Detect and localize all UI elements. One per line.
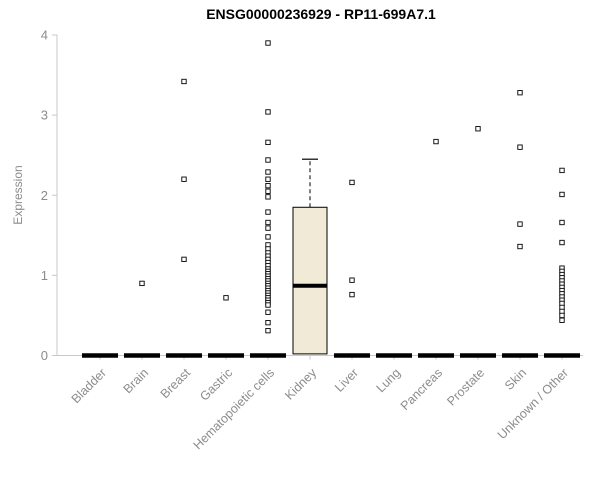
y-tick-label: 2: [41, 188, 48, 203]
outlier-point: [181, 176, 187, 182]
outlier-point: [517, 90, 523, 96]
y-tick-label: 0: [41, 348, 48, 363]
outlier-point: [265, 40, 271, 46]
x-tick-label: Kidney: [282, 365, 319, 402]
outlier-point: [559, 239, 565, 246]
x-tick-label: Prostate: [444, 366, 487, 409]
outlier-point: [265, 319, 271, 326]
outlier-point: [265, 182, 271, 189]
x-tick-label: Liver: [332, 366, 361, 395]
outlier-point: [349, 291, 355, 298]
outlier-point: [559, 312, 565, 319]
outlier-point: [265, 328, 271, 334]
outlier-point: [265, 139, 271, 146]
outlier-point: [139, 280, 145, 287]
iqr-box: [292, 206, 328, 355]
outlier-point: [265, 209, 271, 215]
outlier-point: [433, 138, 439, 145]
x-tick-label: Brain: [121, 366, 152, 397]
x-tick-label: Lung: [374, 366, 404, 396]
outlier-point: [265, 188, 271, 194]
chart-title: ENSG00000236929 - RP11-699A7.1: [206, 6, 436, 22]
x-tick-label: Skin: [502, 366, 529, 393]
outlier-point: [181, 256, 187, 262]
x-tick-label: Gastric: [197, 366, 235, 404]
x-tick-label: Unknown / Other: [495, 366, 571, 442]
outlier-point: [475, 126, 481, 132]
outlier-point: [181, 78, 187, 85]
x-tick-label: Bladder: [69, 366, 109, 406]
outlier-point: [265, 109, 271, 115]
outlier-point: [265, 194, 271, 200]
outlier-point: [265, 176, 271, 182]
outlier-point: [559, 219, 565, 226]
x-tick-label: Hematopoietic cells: [191, 366, 278, 453]
outlier-point: [559, 191, 565, 198]
outlier-point: [265, 157, 271, 163]
outlier-point: [265, 169, 271, 175]
outlier-point: [265, 302, 271, 308]
outlier-point: [265, 234, 271, 240]
outlier-point: [223, 295, 229, 301]
outlier-point: [265, 225, 271, 231]
y-tick-label: 3: [41, 108, 48, 123]
outlier-point: [517, 221, 523, 227]
y-tick-label: 1: [41, 268, 48, 283]
x-tick-label: Breast: [158, 365, 194, 401]
outlier-point: [265, 219, 271, 226]
outlier-point: [349, 277, 355, 283]
outlier-point: [559, 317, 565, 323]
x-tick-label: Pancreas: [398, 366, 445, 413]
y-tick-label: 4: [41, 28, 48, 43]
outlier-point: [265, 309, 271, 315]
outlier-point: [349, 179, 355, 186]
outlier-point: [517, 144, 523, 150]
outlier-point: [517, 243, 523, 250]
outlier-point: [559, 167, 565, 174]
